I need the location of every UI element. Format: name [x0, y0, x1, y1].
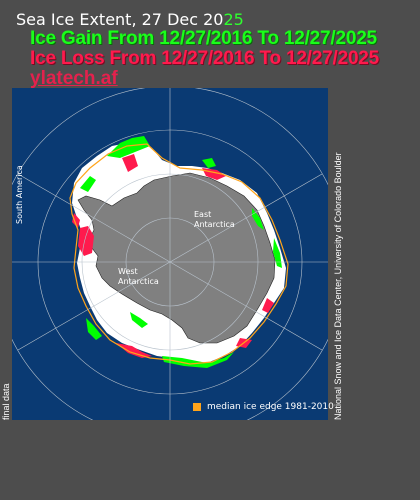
west-antarctica-label-line1: West	[118, 267, 138, 276]
title-main: Sea Ice Extent, 27 Dec 20	[16, 10, 224, 29]
south-america-label: South America	[15, 165, 24, 224]
east-antarctica-label-line2: Antarctica	[194, 220, 235, 229]
west-antarctica-label-line2: Antarctica	[118, 277, 159, 286]
graticule	[12, 88, 328, 420]
title-year: 25	[223, 10, 244, 29]
nsidc-credit: National Snow and Ice Data Center, Unive…	[333, 152, 343, 420]
author-watermark: ylatech.af	[30, 68, 118, 89]
ice-gain-banner: Ice Gain From 12/27/2016 To 12/27/2025	[30, 28, 377, 49]
map-legend: median ice edge 1981-2010	[193, 402, 334, 412]
legend-label: median ice edge 1981-2010	[207, 402, 334, 412]
antarctic-sea-ice-map: East Antarctica West Antarctica South Am…	[12, 88, 328, 420]
final-data-note: final data	[1, 383, 11, 420]
median-edge-swatch	[193, 403, 201, 411]
east-antarctica-label-line1: East	[194, 210, 211, 219]
median-ice-edge-line	[69, 143, 289, 365]
ice-gain-areas	[80, 136, 282, 368]
ice-loss-banner: Ice Loss From 12/27/2016 To 12/27/2025	[30, 48, 380, 69]
map-title: Sea Ice Extent, 27 Dec 2025	[16, 10, 244, 29]
